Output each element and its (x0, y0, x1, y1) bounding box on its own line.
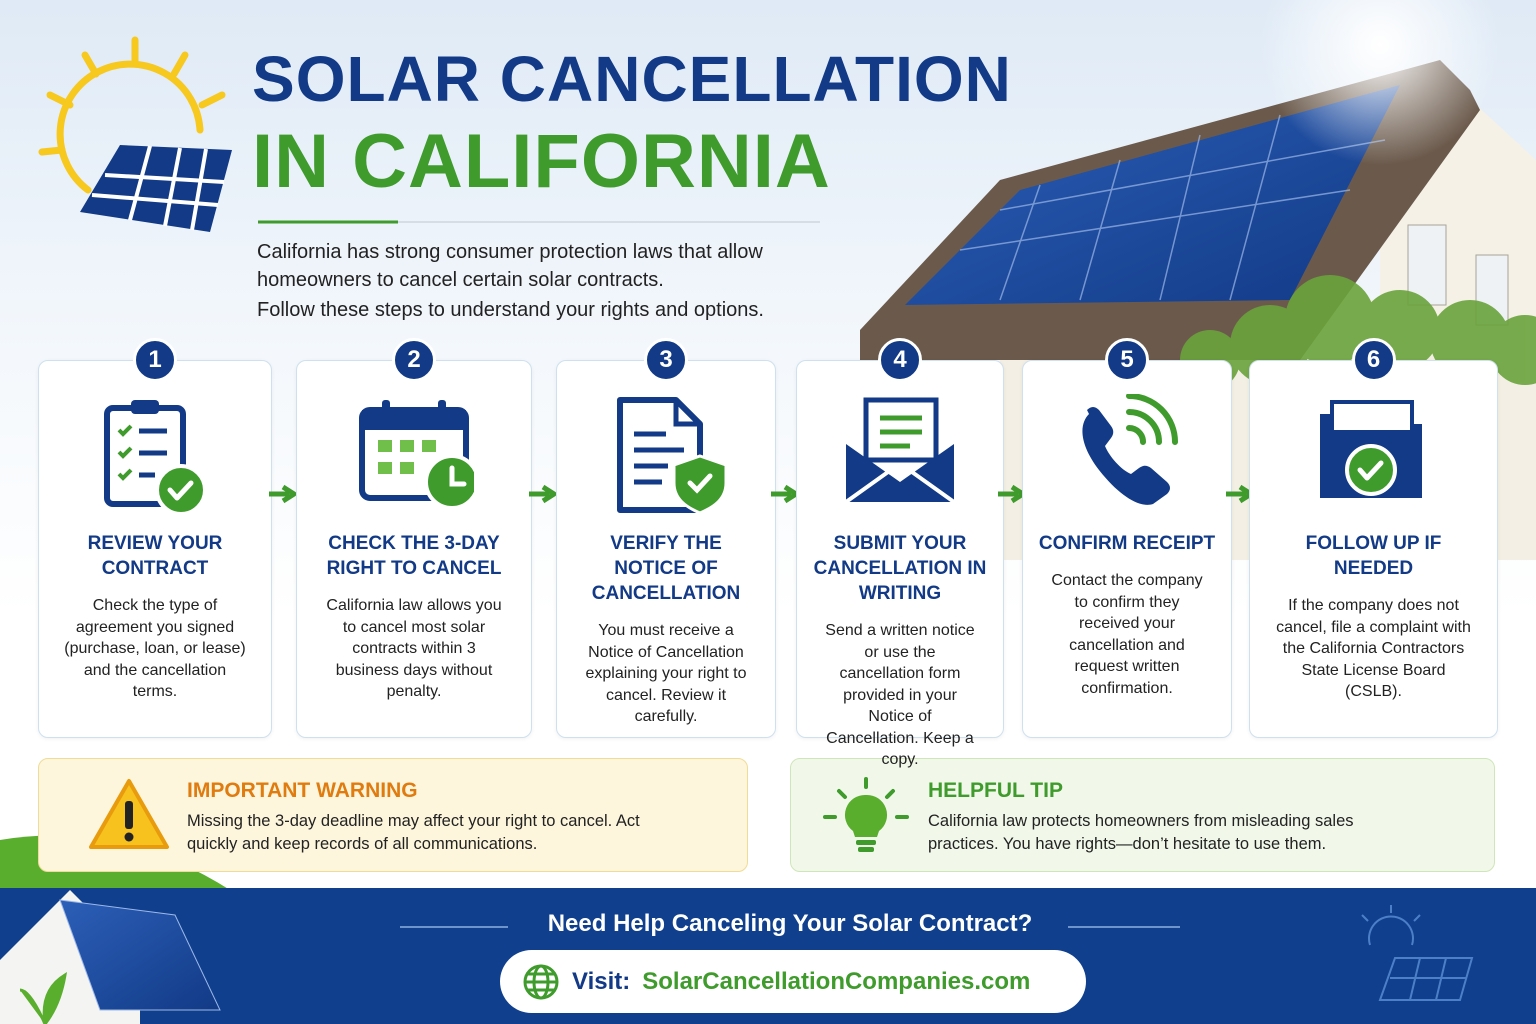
icon-art (1082, 393, 1178, 505)
title-line2: IN CALIFORNIA (252, 119, 831, 204)
step-number: 2 (392, 338, 436, 382)
step-number: 3 (644, 338, 688, 382)
step-arrow (267, 484, 301, 504)
footer-link[interactable]: Visit: SolarCancellationCompanies.com (500, 950, 1086, 1013)
step-text: Contact the company to confirm they rece… (1051, 572, 1203, 697)
step-title: FOLLOW UP IF NEEDED (1305, 533, 1442, 579)
tip-title: HELPFUL TIP (928, 779, 1063, 802)
step-text: California law allows you to cancel most… (326, 597, 502, 700)
step-icon (354, 394, 480, 518)
tip-icon (823, 777, 909, 852)
icon-art (359, 400, 480, 510)
globe-icon (523, 964, 559, 999)
step-number: 1 (133, 338, 177, 382)
step-title: REVIEW YOUR CONTRACT (87, 533, 223, 579)
step-text: You must receive a Notice of Cancellatio… (585, 622, 747, 725)
step-text: If the company does not cancel, file a c… (1276, 597, 1471, 700)
tip-box: HELPFUL TIP California law protects home… (790, 758, 1495, 872)
icon-art (844, 397, 956, 504)
warning-title: IMPORTANT WARNING (187, 779, 418, 802)
title-line1: SOLAR CANCELLATION (252, 43, 1012, 115)
icon-art (617, 397, 728, 515)
step-icon (1067, 393, 1187, 518)
warning-text: Missing the 3-day deadline may affect yo… (187, 812, 640, 853)
warning-icon (89, 779, 169, 849)
arrow-art (529, 484, 557, 504)
visit-label: Visit: (572, 967, 631, 995)
step-number: 6 (1351, 338, 1396, 382)
step-text: Check the type of agreement you signed (… (64, 597, 246, 700)
step-icon (1314, 394, 1434, 518)
step-card (556, 360, 776, 738)
intro-text: Follow these steps to understand your ri… (257, 299, 764, 321)
visit-url: SolarCancellationCompanies.com (642, 967, 1031, 995)
step-number: 4 (878, 338, 922, 382)
step-number: 5 (1105, 338, 1149, 382)
arrow-art (269, 484, 297, 504)
footer-question: Need Help Canceling Your Solar Contract? (547, 910, 1033, 937)
step-card (38, 360, 272, 738)
step-title: VERIFY THE NOTICE OF CANCELLATION (591, 533, 741, 604)
step-title: CONFIRM RECEIPT (1038, 533, 1216, 554)
step-title: CHECK THE 3-DAY RIGHT TO CANCEL (326, 533, 502, 579)
icon-art (104, 400, 207, 516)
warning-box: IMPORTANT WARNING Missing the 3-day dead… (38, 758, 748, 872)
step-card (1022, 360, 1232, 738)
step-icon (606, 394, 728, 518)
step-text: Send a written notice or use the cancell… (825, 622, 975, 768)
step-icon (95, 394, 215, 518)
step-title: SUBMIT YOUR CANCELLATION IN WRITING (813, 533, 987, 604)
step-arrow (527, 484, 561, 504)
step-icon (840, 394, 960, 518)
tip-text: California law protects homeowners from … (928, 812, 1354, 853)
icon-art (1319, 400, 1422, 498)
intro-text: California has strong consumer protectio… (257, 241, 763, 291)
